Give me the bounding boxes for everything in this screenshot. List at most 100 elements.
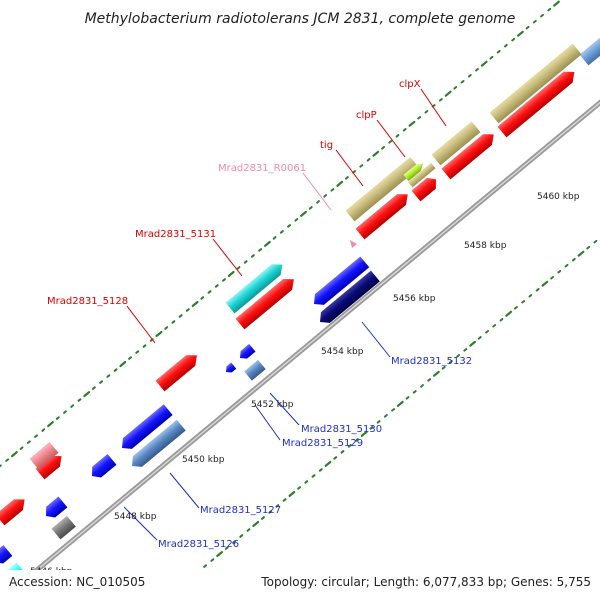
minor-tick [224,546,229,550]
minor-tick [514,306,518,310]
minor-tick [279,230,284,234]
minor-tick [412,390,417,394]
tick-label: 5460 kbp [537,192,580,202]
gene-sky[interactable] [579,35,600,66]
gene-red[interactable] [0,494,29,526]
gene-r0061-pink[interactable] [350,240,357,248]
gene-gray[interactable] [51,515,76,540]
major-tick [11,451,18,458]
major-tick [372,150,380,157]
gene-label-5127[interactable]: Mrad2831_5127 [200,505,281,516]
gene-clpp-lime[interactable] [403,161,425,182]
gene-clpp-red[interactable] [411,174,441,202]
minor-tick [535,288,540,292]
gene-olive[interactable] [431,121,481,166]
gene-red[interactable] [35,451,66,480]
minor-tick [311,474,316,478]
gene-label-5130[interactable]: Mrad2831_5130 [301,424,382,435]
leader-5130 [269,392,300,426]
minor-tick [207,290,212,294]
minor-tick [355,438,359,442]
major-tick [336,180,344,187]
minor-tick [258,248,263,252]
minor-tick [34,434,38,438]
minor-tick [0,464,2,468]
minor-tick [395,134,400,138]
gene-olive[interactable] [345,156,420,222]
minor-tick [528,294,533,298]
tick-label: 5458 kbp [464,241,507,251]
major-tick [155,331,163,337]
minor-tick [467,74,472,78]
major-tick [505,310,513,317]
minor-tick [308,206,313,210]
gene-mrad2831-5132-blue[interactable] [310,256,370,309]
major-tick [119,361,127,368]
minor-tick [316,200,320,204]
tick-labels: 5446 kbp 5448 kbp 5450 kbp 5452 kbp 5454… [30,192,580,577]
minor-tick [272,236,277,240]
gene-blue[interactable] [88,454,117,481]
leader-clpx [420,88,447,127]
minor-tick [70,404,75,408]
tick-label: 5452 kbp [251,400,294,410]
minor-tick [323,194,328,198]
gene-red[interactable] [497,67,579,138]
gene-tig-red[interactable] [355,189,413,240]
minor-tick [347,444,352,448]
minor-tick [92,386,96,390]
minor-tick [388,140,393,144]
gene-label-5129[interactable]: Mrad2831_5129 [282,438,363,449]
gene-label-5126[interactable]: Mrad2831_5126 [158,539,239,550]
minor-tick [178,314,183,318]
gene-blue[interactable] [0,545,13,567]
gene-label-5128[interactable]: Mrad2831_5128 [47,296,128,307]
gene-steel[interactable] [244,359,266,381]
gene-label-5132[interactable]: Mrad2831_5132 [391,356,472,367]
leader-r0061 [302,172,332,211]
minor-tick [564,263,569,268]
major-tick [469,340,476,347]
gene-blue[interactable] [42,496,68,522]
label-leaders [123,88,447,541]
minor-tick [282,498,287,502]
major-tick [516,30,524,37]
major-tick [360,430,368,437]
gene-mrad2831-5130-blue[interactable] [237,343,256,362]
gene-label-clpx[interactable]: clpX [399,79,421,90]
minor-tick [5,458,10,462]
minor-tick [547,7,552,12]
leader-clpp [376,119,406,158]
gene-mrad2831-5131-red[interactable] [235,274,299,330]
gene-clpx-red[interactable] [441,129,499,180]
gene-label-tig[interactable]: tig [320,140,333,151]
minor-tick [420,384,424,388]
gene-mrad2831-5126-steel[interactable] [128,419,186,472]
minor-tick [438,98,443,102]
minor-tick [171,320,176,324]
major-tick [541,280,549,287]
gene-red-clp[interactable] [155,350,202,392]
major-tick [227,270,235,277]
gene-olive-small[interactable] [408,162,436,188]
minor-tick [251,254,255,258]
minor-tick [203,564,207,568]
gene-mrad2831-5131-cyan[interactable] [225,259,287,314]
gene-label-r0061[interactable]: Mrad2831_R0061 [218,163,306,174]
gene-label-clpp[interactable]: clpP [356,110,377,121]
gene-olive[interactable] [489,43,582,124]
major-tick [216,550,223,558]
gene-pink[interactable] [29,442,59,470]
minor-tick [593,239,598,244]
gene-navy[interactable] [316,270,380,328]
gene-labels: clpX clpP tig Mrad2831_R0061 Mrad2831_51… [47,79,472,550]
gene-mrad2831-5129-blue[interactable] [223,362,237,376]
gene-mrad2831-5127-blue[interactable] [118,404,173,453]
minor-tick [496,49,501,54]
forward-genes-outer [0,35,600,526]
minor-tick [540,13,544,18]
major-tick [252,520,260,528]
minor-tick [460,80,465,84]
gene-label-5131[interactable]: Mrad2831_5131 [135,229,216,240]
